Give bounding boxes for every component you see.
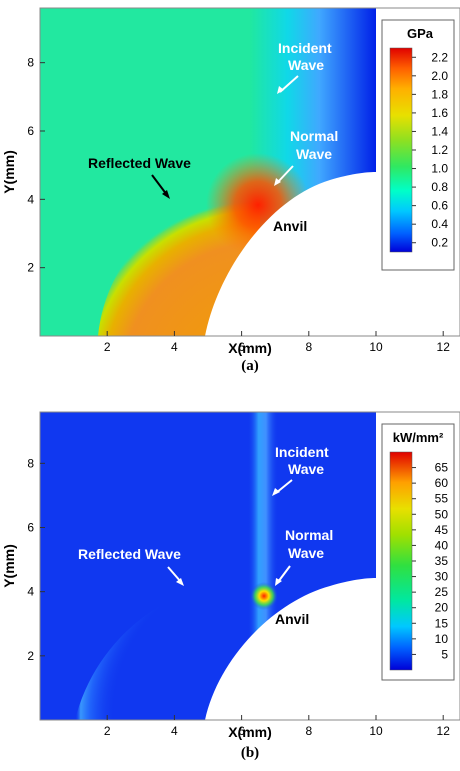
panel-a-cb-tick-label-8: 1.8 — [431, 87, 448, 101]
panel-b-axes-frame — [39, 411, 460, 721]
panel-a-incident-label-line1: Incident — [278, 40, 332, 56]
panel-a-reflected-label: Reflected Wave — [88, 155, 191, 171]
panel-b-normal-label-line1: Normal — [285, 527, 333, 543]
panel-a-cb-tick-label-3: 0.8 — [431, 180, 448, 194]
panel-a-incident-label-line2: Wave — [288, 57, 324, 73]
panel-b-normal-arrowhead — [275, 578, 282, 586]
panel-b-cb-tick-label-10: 55 — [435, 492, 449, 506]
panel-a-xtick-label-4: 10 — [369, 340, 383, 354]
panel-a-xtick-label-1: 4 — [171, 340, 178, 354]
panel-a-cb-tick-label-2: 0.6 — [431, 199, 448, 213]
panel-b: 2 4 6 8 10 12 2 4 6 8 X(mm) Y(mm) Incident Wave Nor… — [1, 411, 460, 761]
panel-a-xtick-label-5: 12 — [437, 340, 451, 354]
panel-b-reflected-wave-region — [75, 579, 260, 720]
panel-b-incident-label-line2: Wave — [288, 461, 324, 477]
panel-a-reflected-arrowhead — [162, 190, 170, 199]
panel-b-ytick-label-2: 6 — [27, 521, 34, 535]
panel-b-cb-tick-label-0: 5 — [441, 647, 448, 661]
panel-b-cb-tick-label-8: 45 — [435, 523, 449, 537]
panel-b-axes: 2 4 6 8 10 12 2 4 6 8 X(mm) Y(mm) — [1, 456, 450, 740]
panel-b-cb-tick-label-9: 50 — [435, 507, 449, 521]
panel-b-cb-tick-label-1: 10 — [435, 632, 449, 646]
panel-a-anvil-label: Anvil — [273, 218, 307, 234]
panel-b-cb-tick-label-2: 15 — [435, 616, 449, 630]
panel-b-incident-arrow — [275, 479, 293, 494]
panel-b-ytick-label-0: 2 — [27, 649, 34, 663]
panel-a-colorbar-title: GPa — [407, 26, 434, 41]
panel-b-cb-tick-label-12: 65 — [435, 461, 449, 475]
panel-b-anvil-shape — [205, 578, 376, 720]
panel-b-reflected-label: Reflected Wave — [78, 546, 181, 562]
panel-a-normal-label-line2: Wave — [296, 146, 332, 162]
panel-a-cb-tick-label-4: 1.0 — [431, 162, 448, 176]
panel-b-incident-arrowhead — [272, 488, 280, 496]
panel-a-colorbar: GPa 0.2 0.4 0.6 0.8 1.0 1.2 1.4 1.6 1.8 2.0 2.2 — [381, 19, 455, 271]
panel-b-colorbar-title: kW/mm² — [393, 430, 444, 445]
panel-a-ylabel: Y(mm) — [1, 150, 17, 194]
panel-b-cb-tick-label-6: 35 — [435, 554, 449, 568]
panel-b-xtick-label-3: 8 — [305, 724, 312, 738]
panel-a-cb-tick-label-9: 2.0 — [431, 69, 448, 83]
panel-b-anvil-label: Anvil — [275, 611, 309, 627]
panel-b-xtick-label-5: 12 — [437, 724, 451, 738]
panel-a-xtick-label-2: 6 — [238, 340, 245, 354]
panel-b-xtick-label-4: 10 — [369, 724, 383, 738]
panel-a-colorbar-ticks: 0.2 0.4 0.6 0.8 1.0 1.2 1.4 1.6 1.8 2.0 2.2 — [412, 50, 448, 250]
panel-a-normal-arrow — [276, 165, 294, 184]
panel-b-xlabel: X(mm) — [228, 724, 272, 740]
panel-a-axes-frame — [39, 7, 460, 337]
panel-a-xtick-label-3: 8 — [305, 340, 312, 354]
panel-b-xtick-label-1: 4 — [171, 724, 178, 738]
panel-a-cb-tick-label-7: 1.6 — [431, 106, 448, 120]
panel-b-xtick-label-2: 6 — [238, 724, 245, 738]
panel-a: 2 4 6 8 10 12 2 4 6 8 X(mm) Y(mm) Incident Wave Nor… — [1, 7, 460, 374]
panel-b-normal-arrow — [277, 565, 291, 583]
panel-a-ytick-label-0: 2 — [27, 261, 34, 275]
panel-b-cb-tick-label-3: 20 — [435, 601, 449, 615]
panel-a-field — [40, 8, 376, 336]
panel-a-ytick-label-3: 8 — [27, 56, 34, 70]
panel-a-anvil-shape — [205, 172, 376, 336]
panel-a-xlabel: X(mm) — [228, 340, 272, 356]
panel-b-cb-tick-label-7: 40 — [435, 538, 449, 552]
panel-b-normal-label-line2: Wave — [288, 545, 324, 561]
panel-b-cb-tick-label-11: 60 — [435, 476, 449, 490]
panel-b-xtick-label-0: 2 — [104, 724, 111, 738]
panel-a-cb-tick-label-10: 2.2 — [431, 50, 448, 64]
panel-b-cb-tick-label-4: 25 — [435, 585, 449, 599]
panel-b-incident-label-line1: Incident — [275, 444, 329, 460]
panel-b-cb-tick-label-5: 30 — [435, 570, 449, 584]
panel-a-normal-label-line1: Normal — [290, 128, 338, 144]
panel-a-ytick-label-2: 6 — [27, 124, 34, 138]
panel-a-ytick-label-1: 4 — [27, 192, 34, 206]
panel-b-reflected-arrow — [167, 566, 182, 583]
panel-a-axes: 2 4 6 8 10 12 2 4 6 8 X(mm) Y(mm) — [1, 56, 450, 356]
panel-a-normal-arrowhead — [274, 178, 281, 186]
panel-b-ytick-label-3: 8 — [27, 456, 34, 470]
panel-a-cb-tick-label-0: 0.2 — [431, 236, 448, 250]
panel-b-peak-power — [250, 582, 278, 610]
panel-b-colorbar-scale — [389, 451, 413, 671]
panel-a-cb-tick-label-6: 1.4 — [431, 124, 448, 138]
panel-a-cb-tick-label-1: 0.4 — [431, 217, 448, 231]
panel-b-ylabel: Y(mm) — [1, 544, 17, 588]
panel-b-ytick-label-1: 4 — [27, 585, 34, 599]
panel-a-colorbar-scale — [389, 47, 413, 253]
panel-a-label: (a) — [241, 358, 259, 374]
panel-a-cb-tick-label-5: 1.2 — [431, 143, 448, 157]
panel-b-reflected-arrowhead — [176, 578, 184, 586]
panel-b-label: (b) — [241, 745, 259, 761]
panel-a-incident-arrowhead — [277, 86, 284, 94]
panel-b-field — [40, 412, 376, 720]
panel-a-xtick-label-0: 2 — [104, 340, 111, 354]
panel-a-reflected-arrow — [151, 174, 168, 196]
